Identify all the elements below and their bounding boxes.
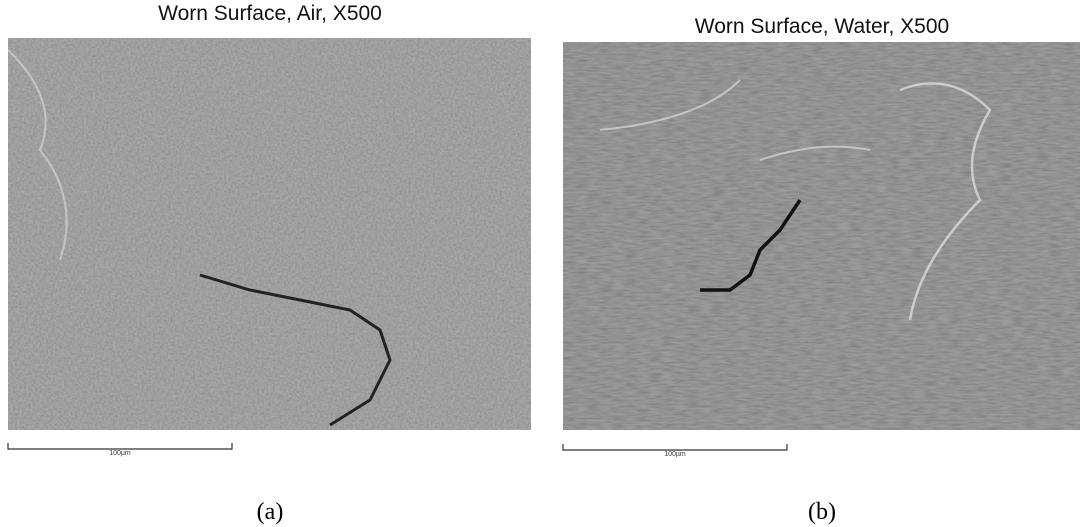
texture [899,82,992,321]
scale-bar [562,444,788,451]
texture [7,49,68,261]
panel-title: Worn Surface, Water, X500 [695,15,949,38]
scale-label: 100µm [109,450,131,457]
panel-title: Worn Surface, Air, X500 [158,2,382,25]
caption: (a) [257,499,284,525]
caption: (b) [808,499,836,525]
sem-image [8,38,531,430]
panel-b: Worn Surface, Water, X500 100µm (b) [562,15,1080,525]
crack [700,199,802,292]
sem-image [563,42,1080,430]
texture [599,79,871,161]
panel-a: Worn Surface, Air, X500 100µm (a) [7,2,531,525]
crack [199,273,392,427]
scale-label: 100µm [664,451,686,458]
scale-bar [7,443,233,450]
